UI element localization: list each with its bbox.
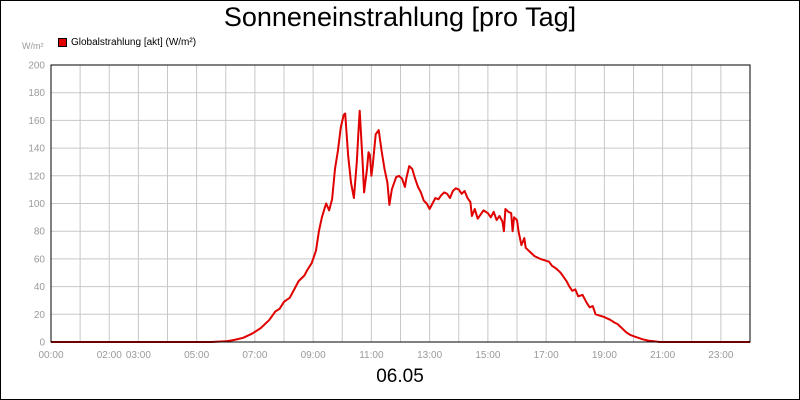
- axis-ticks: 0 20 40 60 80 100 120 140 160 180 200 00:00 02:00 03:…: [28, 61, 734, 362]
- legend-swatch: [58, 38, 67, 47]
- grid: [50, 64, 751, 343]
- x-tick-label: 02:00: [97, 350, 122, 361]
- x-tick-label: 21:00: [650, 350, 675, 361]
- y-tick-label: 40: [34, 282, 46, 293]
- x-tick-label: 03:00: [126, 350, 151, 361]
- legend: Globalstrahlung [akt] (W/m²): [58, 37, 196, 48]
- series-line: [51, 109, 750, 343]
- y-tick-label: 140: [28, 144, 45, 155]
- x-tick-label: 00:00: [38, 350, 63, 361]
- y-tick-label: 60: [34, 254, 46, 265]
- x-tick-label: 19:00: [592, 350, 617, 361]
- date-label: 06.05: [376, 366, 424, 387]
- plot-area-border: [50, 64, 751, 343]
- series-layer: [51, 109, 750, 343]
- y-axis-unit-label: W/m²: [22, 41, 44, 51]
- x-tick-label: 07:00: [242, 350, 267, 361]
- x-tick-label: 11:00: [359, 350, 384, 361]
- chart-title: Sonneneinstrahlung [pro Tag]: [223, 2, 577, 32]
- x-tick-label: 17:00: [534, 350, 559, 361]
- x-tick-label: 09:00: [301, 350, 326, 361]
- y-tick-label: 80: [34, 227, 46, 238]
- y-tick-label: 160: [28, 116, 45, 127]
- y-tick-label: 200: [28, 61, 45, 72]
- y-tick-label: 20: [34, 310, 46, 321]
- x-tick-label: 15:00: [475, 350, 500, 361]
- x-tick-label: 05:00: [184, 350, 209, 361]
- legend-label: Globalstrahlung [akt] (W/m²): [71, 37, 197, 48]
- y-tick-label: 0: [39, 338, 45, 349]
- x-tick-label: 13:00: [417, 350, 442, 361]
- x-tick-label: 23:00: [708, 350, 733, 361]
- y-tick-label: 180: [28, 88, 45, 99]
- y-tick-label: 100: [28, 199, 45, 210]
- y-tick-label: 120: [28, 171, 45, 182]
